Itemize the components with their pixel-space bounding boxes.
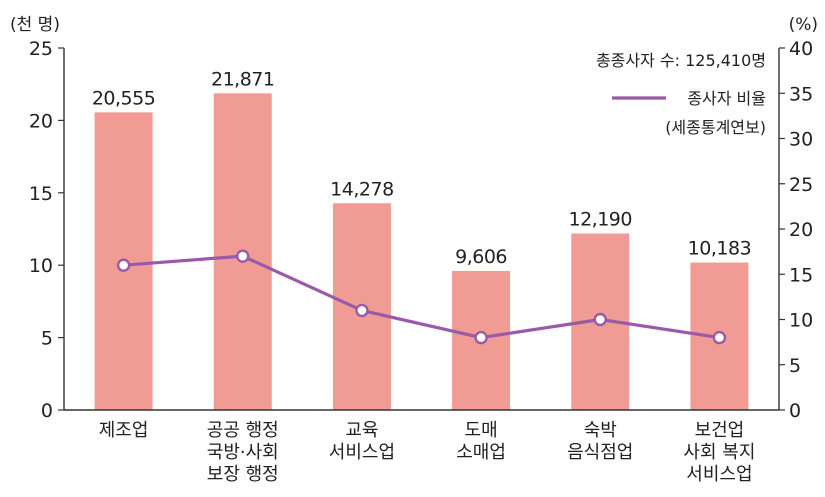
axes-layer: 0 5 10 15 20 25 0 5 10 15 20 25 30 35 40 (천 명) (%) 제조업 공공 … <box>10 15 818 485</box>
category-label-line: 국방·사회 <box>207 442 279 463</box>
legend-source: (세종통계연보) <box>665 118 766 137</box>
left-tick-label: 5 <box>41 328 53 350</box>
bar-value-label: 21,871 <box>211 68 274 90</box>
right-tick-label: 30 <box>789 129 813 151</box>
category-label-line: 음식점업 <box>567 442 633 463</box>
category-label-line: 교육 <box>345 420 378 441</box>
bar-value-label: 14,278 <box>330 178 393 200</box>
bars-layer: 20,555 21,871 14,278 9,606 12,190 10,183 <box>92 68 752 411</box>
right-axis-unit: (%) <box>789 15 818 35</box>
right-tick-label: 20 <box>789 219 813 241</box>
right-tick-label: 35 <box>789 83 813 105</box>
legend-line-label: 종사자 비율 <box>687 89 766 108</box>
category-label-line: 공공 행정 <box>207 420 279 441</box>
right-tick-label: 10 <box>789 310 813 332</box>
category-label-line: 서비스업 <box>686 464 752 485</box>
bar-value-label: 20,555 <box>92 87 155 109</box>
right-tick-label: 15 <box>789 264 813 286</box>
left-axis-unit: (천 명) <box>10 15 60 35</box>
right-tick-label: 5 <box>789 355 801 377</box>
line-layer <box>116 249 727 345</box>
ratio-point-3 <box>355 303 369 318</box>
right-tick-label: 40 <box>789 38 813 60</box>
right-tick-label: 25 <box>789 174 813 196</box>
bar-value-label: 12,190 <box>569 208 632 230</box>
ratio-point-6 <box>712 330 727 345</box>
category-label: 교육 서비스업 <box>329 420 395 463</box>
bar-value-label: 9,606 <box>455 246 507 268</box>
category-label-line: 서비스업 <box>329 442 395 463</box>
category-label: 도매 소매업 <box>456 420 506 463</box>
category-label: 숙박 음식점업 <box>567 420 633 463</box>
left-tick-label: 25 <box>29 38 53 60</box>
category-label: 공공 행정 국방·사회 보장 행정 <box>207 420 279 485</box>
category-label-line: 보건업 <box>695 420 745 441</box>
left-tick-label: 15 <box>29 183 53 205</box>
category-label-line: 사회 복지 <box>683 442 755 463</box>
category-label: 보건업 사회 복지 서비스업 <box>683 420 755 485</box>
right-tick-label: 0 <box>789 400 801 422</box>
ratio-line <box>123 254 720 340</box>
category-label-line: 제조업 <box>99 420 149 441</box>
bar-value-label: 10,183 <box>688 238 751 260</box>
category-label-line: 소매업 <box>456 442 506 463</box>
left-tick-label: 10 <box>29 255 53 277</box>
left-tick-label: 20 <box>29 110 53 132</box>
category-label-line: 보장 행정 <box>207 464 279 485</box>
category-label: 제조업 <box>99 420 149 441</box>
category-label-line: 도매 <box>465 420 498 441</box>
left-tick-label: 0 <box>41 400 53 422</box>
ratio-point-1 <box>116 258 131 272</box>
ratio-point-4 <box>474 330 488 345</box>
ratio-point-5 <box>593 312 607 327</box>
legend-total: 총종사자 수: 125,410명 <box>596 51 766 70</box>
category-label-line: 숙박 <box>584 420 617 441</box>
ratio-point-2 <box>236 249 250 263</box>
